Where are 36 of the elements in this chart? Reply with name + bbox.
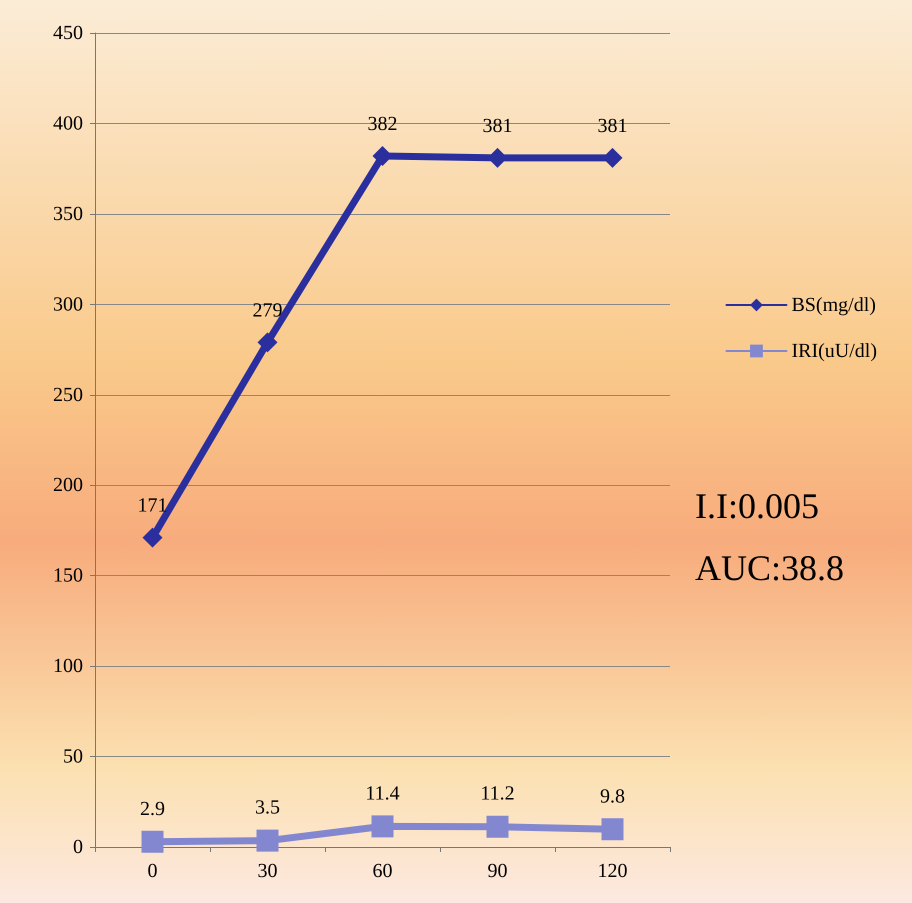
y-tick-label: 450 xyxy=(53,22,83,44)
y-tick-label: 250 xyxy=(53,384,83,406)
point xyxy=(372,815,394,838)
text: AUC:38.8 xyxy=(695,547,844,589)
text: I.I:0.005 xyxy=(695,485,819,527)
data-label: 381 xyxy=(598,114,628,137)
y-tick-label: 50 xyxy=(63,746,83,768)
data-label: 279 xyxy=(252,299,282,322)
data-label: 11.2 xyxy=(480,782,515,805)
data-label: 382 xyxy=(368,113,398,136)
y-tick-label: 0 xyxy=(73,836,83,858)
point xyxy=(602,818,624,840)
point xyxy=(142,528,162,548)
y-tick-label: 350 xyxy=(53,202,83,225)
y-tick-label: 300 xyxy=(53,293,83,316)
data-label: 3.5 xyxy=(255,796,280,819)
legend-label: IRI(uU/dl) xyxy=(791,340,878,362)
x-tick-label: 30 xyxy=(258,860,278,882)
x-tick-label: 90 xyxy=(488,860,508,882)
x-tick-label: 120 xyxy=(598,860,628,882)
data-label: 2.9 xyxy=(140,798,165,820)
point xyxy=(142,830,164,853)
point xyxy=(486,816,508,838)
y-tick-label: 100 xyxy=(53,655,83,678)
x-tick-label: 60 xyxy=(372,860,392,882)
data-label: 11.4 xyxy=(365,782,400,804)
point xyxy=(256,830,278,852)
data-label: 171 xyxy=(138,494,168,517)
legend-label: BS(mg/dl) xyxy=(791,294,876,316)
y-tick-label: 200 xyxy=(53,474,83,496)
x-tick-label: 0 xyxy=(148,860,158,882)
point xyxy=(258,332,278,352)
y-tick-label: 150 xyxy=(53,564,83,587)
data-label: 9.8 xyxy=(600,785,625,808)
data-label: 381 xyxy=(482,114,512,137)
y-tick-label: 400 xyxy=(53,112,83,134)
